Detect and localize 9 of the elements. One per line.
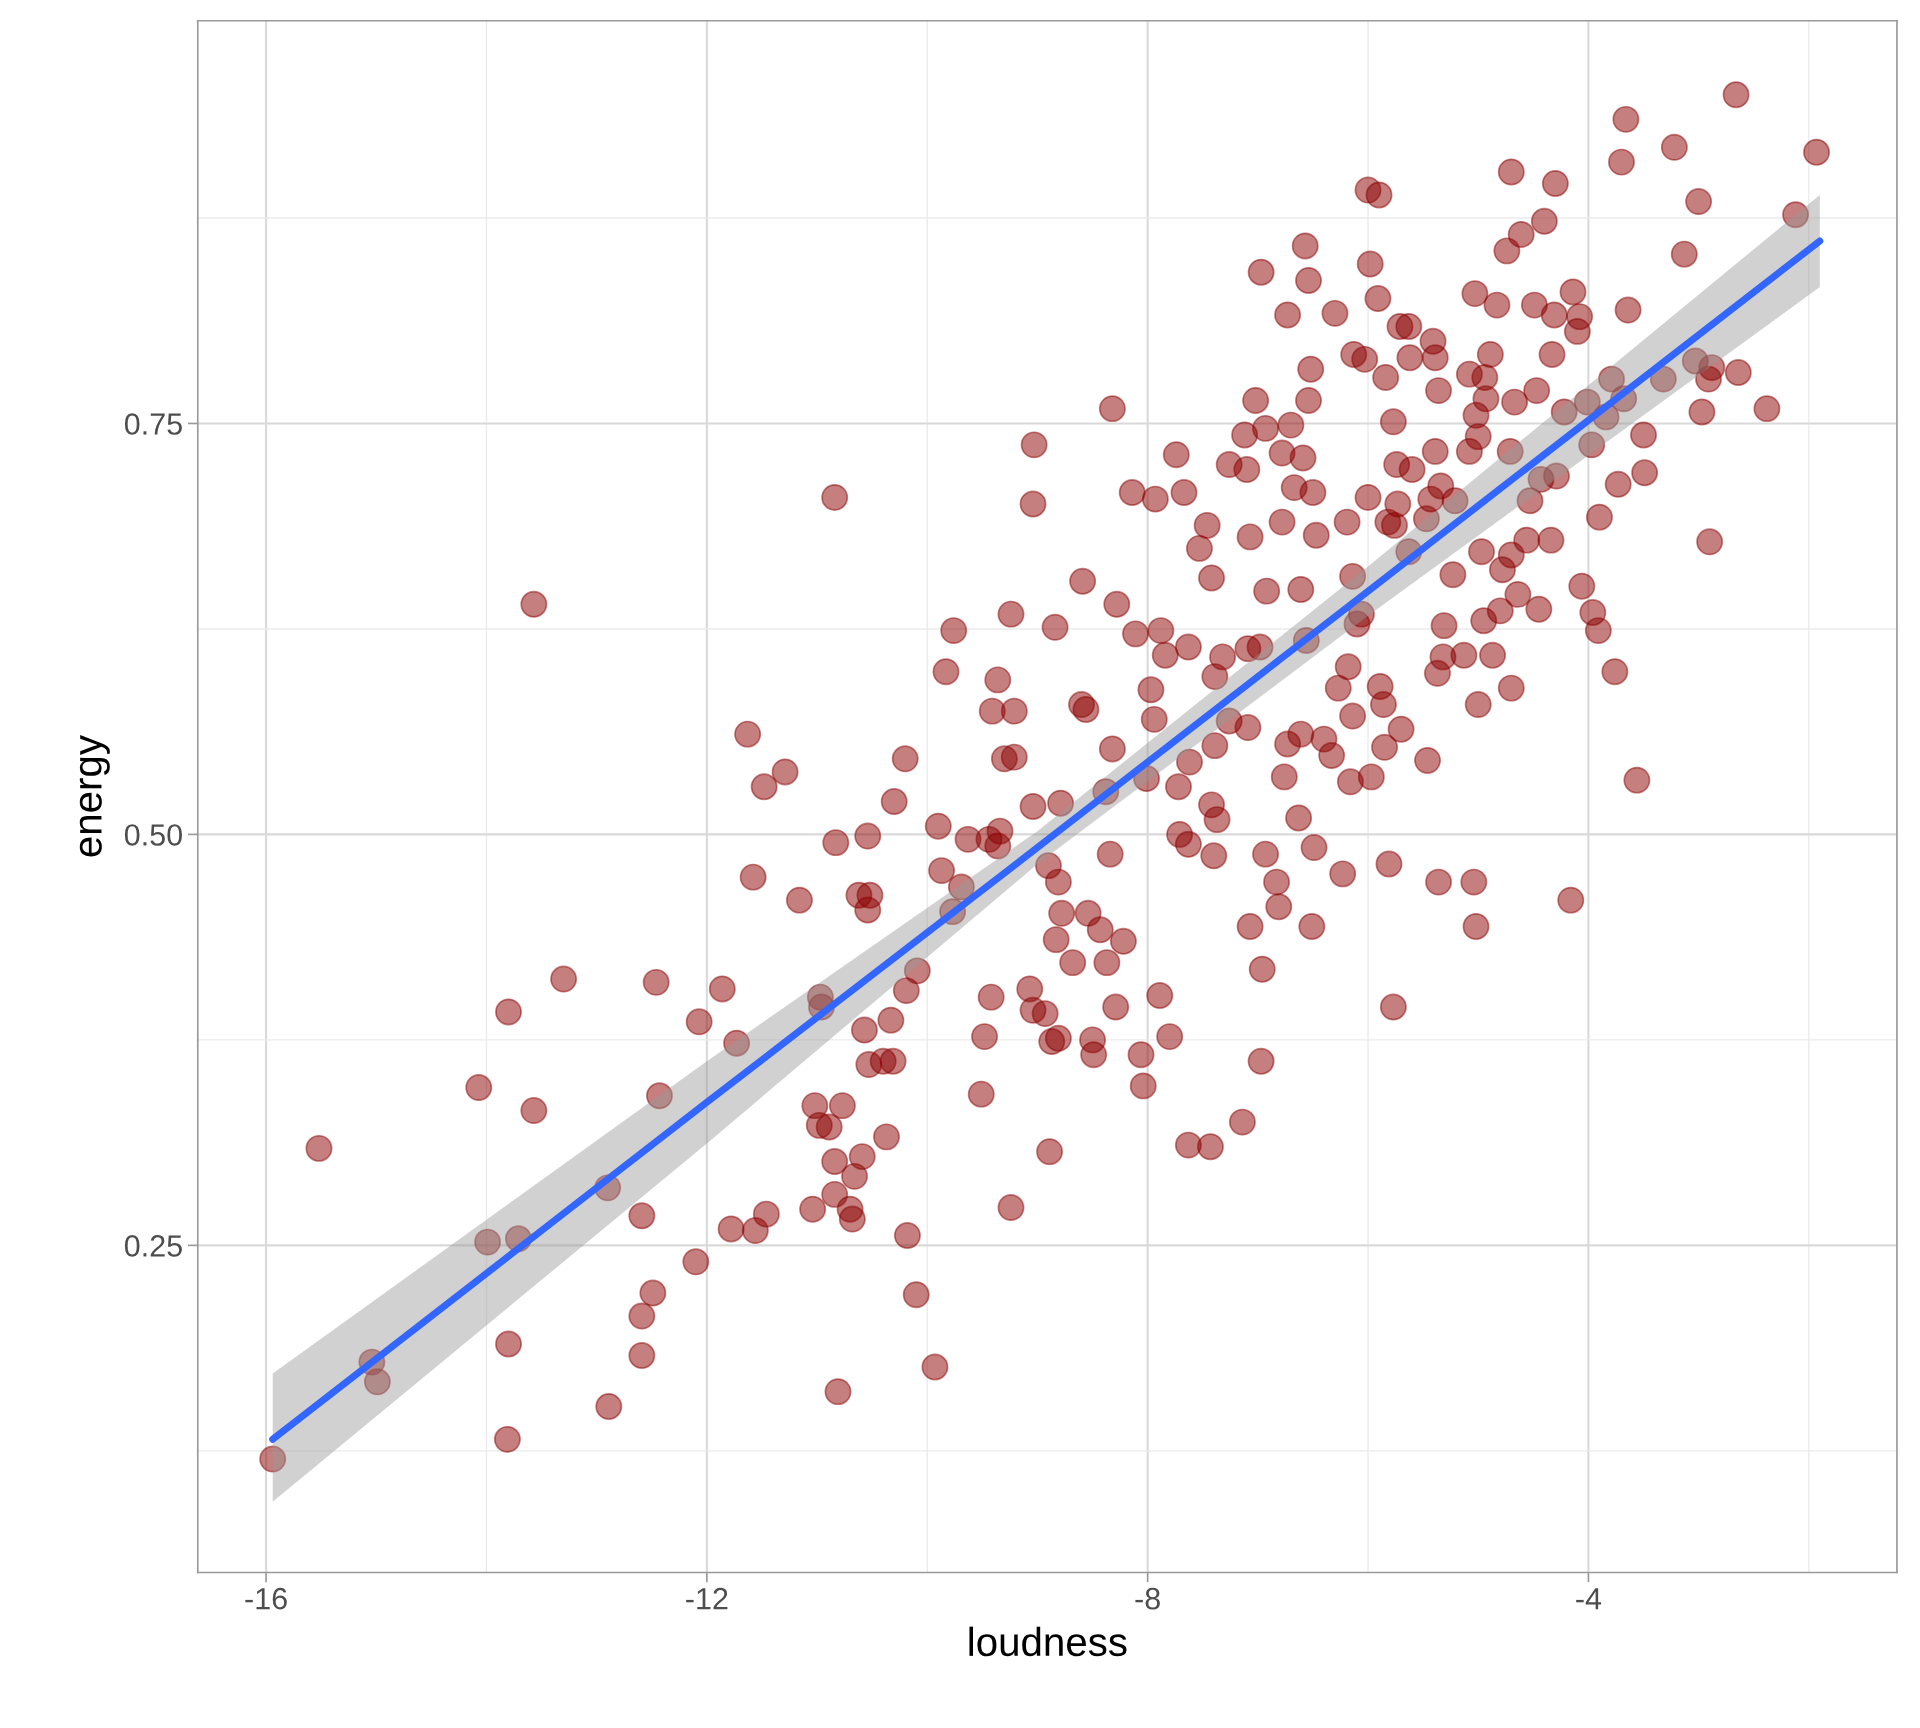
x-tick-label: -12: [686, 1587, 728, 1610]
y-tick-label: 0.75: [124, 413, 182, 435]
y-axis-title: energy: [79, 735, 110, 857]
x-tick-label: -4: [1576, 1588, 1602, 1610]
x-tick-label: -8: [1135, 1587, 1160, 1610]
y-tick-label: 0.50: [124, 824, 182, 846]
x-tick-label: -16: [245, 1587, 287, 1610]
x-axis-title: loudness: [969, 1626, 1127, 1657]
y-tick-label: 0.25: [124, 1235, 182, 1257]
